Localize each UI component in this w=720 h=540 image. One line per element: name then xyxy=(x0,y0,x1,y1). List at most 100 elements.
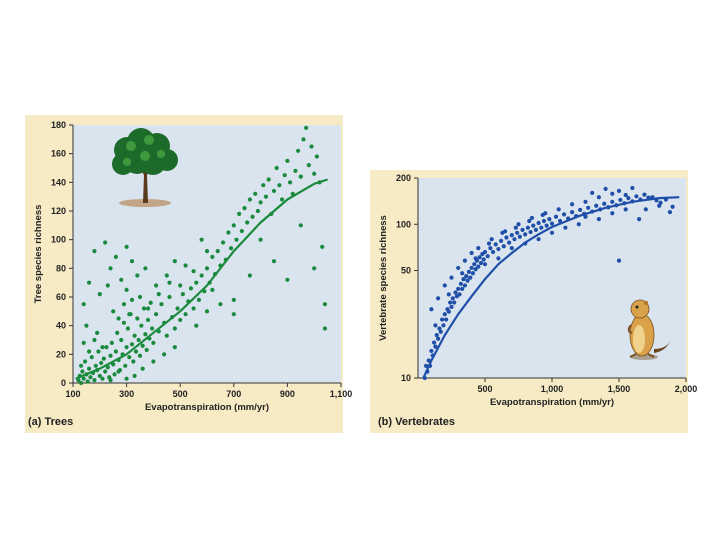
data-point xyxy=(133,349,139,354)
data-point xyxy=(527,218,532,224)
y-tick-label: 140 xyxy=(51,177,66,187)
data-point xyxy=(433,344,438,349)
data-point xyxy=(634,194,639,199)
data-point xyxy=(296,148,301,153)
data-point xyxy=(529,215,534,221)
data-point xyxy=(135,316,140,321)
data-point xyxy=(462,283,467,288)
data-point xyxy=(469,265,474,271)
data-point xyxy=(623,192,628,198)
data-point xyxy=(121,302,127,307)
data-point xyxy=(437,326,442,331)
data-point xyxy=(140,366,145,371)
data-point xyxy=(204,266,210,271)
data-point xyxy=(298,223,303,228)
data-point xyxy=(312,266,317,271)
x-axis-label: Evapotranspiration (mm/yr) xyxy=(490,397,614,408)
data-point xyxy=(247,197,252,202)
tree-foliage-highlight xyxy=(157,150,165,158)
prairie-dog-illustration xyxy=(627,299,670,360)
data-point xyxy=(121,320,127,325)
data-point xyxy=(258,200,263,205)
prairie-dog-ear xyxy=(643,300,649,306)
data-point xyxy=(100,345,105,350)
data-point xyxy=(513,225,518,230)
prairie-dog-belly xyxy=(633,325,645,353)
data-point xyxy=(103,369,108,374)
y-tick-label: 160 xyxy=(51,149,66,159)
data-point xyxy=(481,257,486,262)
panel-b-caption: (b) Vertebrates xyxy=(378,416,455,428)
data-point xyxy=(92,337,97,343)
panel-a-background: 100 300 500 700 900 1,100 0 20 40 60 80 100 120 140 16… xyxy=(25,115,352,433)
data-point xyxy=(194,280,199,285)
data-point xyxy=(478,260,484,266)
data-point xyxy=(460,271,465,276)
data-point xyxy=(135,273,140,278)
y-tick-label: 180 xyxy=(51,120,66,130)
data-point xyxy=(469,250,474,256)
x-tick-label: 500 xyxy=(173,389,188,399)
data-point xyxy=(148,300,153,305)
data-point xyxy=(237,211,242,216)
data-point xyxy=(533,227,539,232)
data-point xyxy=(215,249,220,254)
data-point xyxy=(81,302,86,307)
data-point xyxy=(226,230,231,235)
data-point xyxy=(482,249,488,255)
data-point xyxy=(642,192,647,197)
data-point xyxy=(643,207,648,212)
data-point xyxy=(172,345,177,350)
data-point xyxy=(131,359,136,364)
data-point xyxy=(549,221,555,226)
data-point xyxy=(245,220,250,225)
data-point xyxy=(670,204,675,209)
data-point xyxy=(423,363,429,368)
data-point xyxy=(86,349,92,354)
data-point xyxy=(97,292,102,297)
x-tick-label: 900 xyxy=(280,389,295,399)
data-point xyxy=(489,237,494,242)
data-point xyxy=(143,332,148,337)
data-point xyxy=(247,273,252,278)
data-point xyxy=(486,241,492,246)
data-point xyxy=(449,304,454,310)
data-point xyxy=(452,300,457,305)
data-point xyxy=(191,269,196,274)
data-point xyxy=(196,297,202,302)
data-point xyxy=(549,230,555,235)
y-axis-label: Tree species richness xyxy=(33,205,44,304)
data-point xyxy=(466,269,472,275)
data-point xyxy=(553,214,559,219)
data-point xyxy=(210,254,215,259)
data-point xyxy=(178,317,183,323)
data-point xyxy=(159,302,164,307)
data-point xyxy=(450,296,455,301)
data-point xyxy=(151,340,156,345)
x-tick-label: 700 xyxy=(226,389,241,399)
data-point xyxy=(132,373,137,378)
data-point xyxy=(657,203,662,208)
data-point xyxy=(151,359,156,364)
data-point xyxy=(477,255,482,260)
data-point xyxy=(119,277,124,282)
data-point xyxy=(442,312,447,317)
data-point xyxy=(496,256,501,261)
data-point xyxy=(78,363,84,368)
y-tick-label: 120 xyxy=(51,206,66,216)
panel-a-title: Trees xyxy=(44,416,74,428)
data-point xyxy=(103,240,108,245)
x-tick-label: 300 xyxy=(119,389,134,399)
tree-foliage-highlight xyxy=(126,141,136,151)
data-point xyxy=(82,359,88,364)
data-point xyxy=(544,223,549,228)
data-point xyxy=(129,297,135,302)
y-tick-label: 200 xyxy=(396,173,411,183)
data-point xyxy=(156,292,161,297)
data-point xyxy=(81,340,86,345)
data-point xyxy=(175,306,180,311)
data-point xyxy=(456,265,461,271)
data-point xyxy=(464,274,469,279)
trend-line xyxy=(75,178,328,380)
data-point xyxy=(610,211,615,216)
